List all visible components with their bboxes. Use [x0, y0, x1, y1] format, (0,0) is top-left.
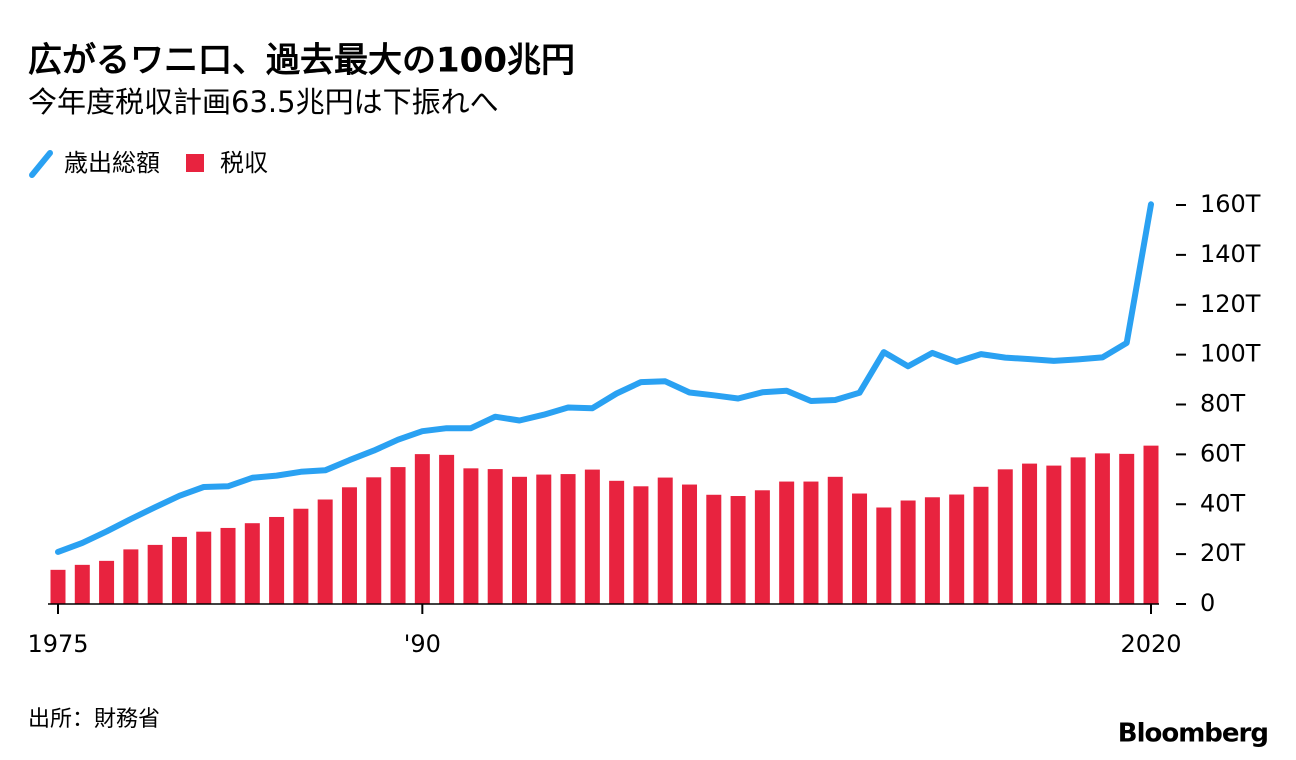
chart-title: 広がるワニ口、過去最大の100兆円 — [28, 41, 575, 81]
bar — [220, 527, 236, 604]
bar — [730, 496, 746, 604]
bar — [123, 549, 139, 604]
bar — [1046, 465, 1062, 604]
y-tick-label: 40T — [1200, 489, 1246, 517]
y-tick-label: 100T — [1200, 340, 1261, 368]
bar — [196, 531, 212, 604]
line — [55, 201, 1154, 555]
y-tick-label: 80T — [1200, 390, 1246, 418]
bar — [487, 469, 503, 604]
legend-label: 税収 — [220, 149, 268, 177]
bar — [682, 484, 698, 604]
legend-label: 歳出総額 — [64, 149, 160, 177]
bar — [341, 487, 357, 604]
x-tick-label: 2020 — [1120, 630, 1181, 658]
bar — [511, 476, 527, 604]
bar — [74, 564, 90, 604]
bar — [50, 569, 66, 604]
legend-swatch — [29, 150, 53, 178]
bar — [293, 508, 309, 604]
bar — [560, 474, 576, 604]
bar — [827, 476, 843, 604]
bar — [414, 454, 430, 604]
bar — [924, 497, 940, 604]
chart-subtitle: 今年度税収計画63.5兆円は下振れへ — [28, 85, 499, 119]
bar — [536, 474, 552, 604]
bar — [317, 499, 333, 604]
bar — [803, 481, 819, 604]
y-tick-label: 0 — [1200, 589, 1215, 617]
x-tick-label: '90 — [404, 630, 441, 658]
logo: Bloomberg — [1118, 719, 1268, 749]
bar — [1070, 457, 1086, 604]
bar — [949, 494, 965, 604]
bar — [706, 494, 722, 604]
bar — [876, 507, 892, 604]
bar — [1094, 453, 1110, 604]
bar — [633, 486, 649, 604]
bar — [99, 560, 115, 604]
bar — [147, 544, 163, 604]
bar — [584, 469, 600, 604]
bar — [1119, 453, 1135, 604]
x-tick-label: 1975 — [27, 630, 88, 658]
y-tick-label: 160T — [1200, 190, 1261, 218]
y-tick-label: 140T — [1200, 240, 1261, 268]
bar — [366, 477, 382, 604]
bar — [973, 486, 989, 604]
bar — [171, 536, 187, 604]
bar — [244, 523, 260, 604]
bar — [657, 477, 673, 604]
bar — [463, 468, 479, 604]
bar — [1022, 463, 1038, 604]
y-tick-label: 60T — [1200, 439, 1246, 467]
bar — [754, 490, 770, 604]
bar — [269, 516, 285, 604]
bar — [900, 500, 916, 604]
bar — [852, 493, 868, 604]
bar — [779, 481, 795, 604]
legend-swatch — [186, 154, 204, 172]
bar — [390, 467, 406, 604]
y-tick-label: 20T — [1200, 539, 1246, 567]
source: 出所：財務省 — [28, 707, 160, 732]
bar — [439, 454, 455, 604]
y-tick-label: 120T — [1200, 290, 1261, 318]
bar — [997, 469, 1013, 604]
bar — [609, 480, 625, 604]
bar — [1143, 445, 1159, 604]
